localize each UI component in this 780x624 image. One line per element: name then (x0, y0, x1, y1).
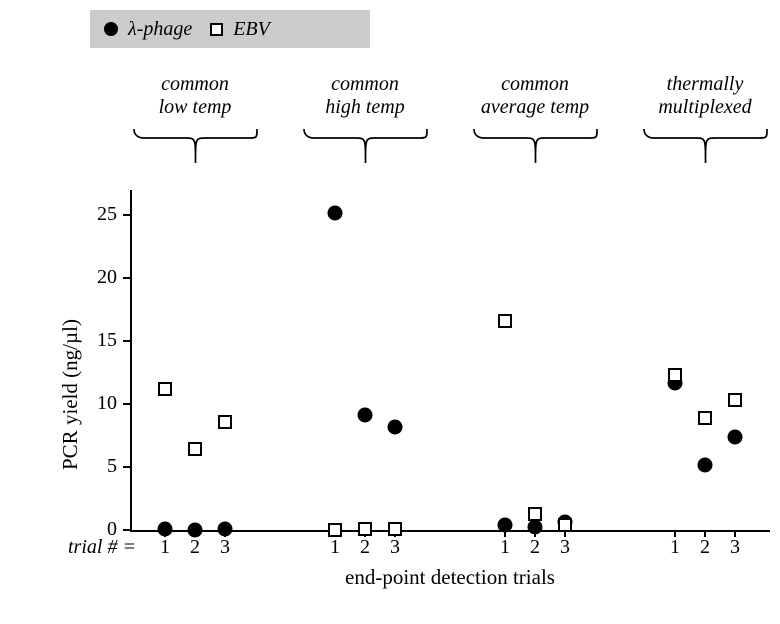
x-tick-label: 2 (695, 536, 715, 559)
group-label: commonlow temp (115, 73, 275, 119)
data-point-lambda (328, 205, 343, 220)
x-tick-label: 3 (385, 536, 405, 559)
filled-circle-icon (104, 22, 118, 36)
brace-icon (643, 128, 768, 164)
data-point-lambda (218, 522, 233, 537)
data-point-ebv (188, 442, 202, 456)
trial-number-label: trial # = (68, 536, 136, 559)
legend-label: λ-phage (128, 18, 192, 41)
data-point-ebv (328, 523, 342, 537)
y-axis (130, 190, 132, 530)
chart-canvas: λ-phage EBV commonlow tempcommonhigh tempc… (0, 0, 780, 624)
data-point-lambda (728, 429, 743, 444)
data-point-ebv (668, 368, 682, 382)
data-point-ebv (728, 393, 742, 407)
y-tick (123, 466, 130, 468)
data-point-ebv (558, 518, 572, 532)
x-tick-label: 1 (325, 536, 345, 559)
data-point-lambda (358, 408, 373, 423)
data-point-lambda (498, 517, 513, 532)
x-tick-label: 3 (725, 536, 745, 559)
x-tick-label: 1 (155, 536, 175, 559)
data-point-ebv (498, 314, 512, 328)
data-point-lambda (158, 521, 173, 536)
data-point-ebv (528, 507, 542, 521)
legend-item: EBV (210, 18, 270, 41)
y-tick-label: 5 (83, 455, 117, 478)
x-tick-label: 1 (665, 536, 685, 559)
y-axis-label: PCR yield (ng/µl) (58, 319, 83, 470)
x-tick-label: 2 (525, 536, 545, 559)
y-tick (123, 277, 130, 279)
data-point-lambda (698, 457, 713, 472)
y-tick-label: 20 (83, 266, 117, 289)
x-tick-label: 3 (215, 536, 235, 559)
y-tick (123, 340, 130, 342)
legend: λ-phage EBV (90, 10, 370, 48)
data-point-lambda (528, 520, 543, 535)
x-tick-label: 1 (495, 536, 515, 559)
open-square-icon (210, 23, 223, 36)
legend-item: λ-phage (104, 18, 192, 41)
brace-icon (303, 128, 428, 164)
data-point-ebv (698, 411, 712, 425)
y-tick (123, 403, 130, 405)
data-point-lambda (388, 419, 403, 434)
brace-icon (133, 128, 258, 164)
y-tick (123, 529, 130, 531)
y-tick-label: 25 (83, 203, 117, 226)
brace-icon (473, 128, 598, 164)
data-point-ebv (218, 415, 232, 429)
data-point-lambda (188, 523, 203, 538)
data-point-ebv (388, 522, 402, 536)
x-axis-label: end-point detection trials (130, 565, 770, 590)
legend-label: EBV (233, 18, 270, 41)
group-label: thermallymultiplexed (625, 73, 780, 119)
group-label: commonaverage temp (455, 73, 615, 119)
x-tick-label: 2 (355, 536, 375, 559)
x-tick-label: 3 (555, 536, 575, 559)
group-label: commonhigh temp (285, 73, 445, 119)
data-point-ebv (158, 382, 172, 396)
data-point-ebv (358, 522, 372, 536)
y-tick (123, 214, 130, 216)
y-tick-label: 10 (83, 392, 117, 415)
y-tick-label: 15 (83, 329, 117, 352)
x-tick-label: 2 (185, 536, 205, 559)
